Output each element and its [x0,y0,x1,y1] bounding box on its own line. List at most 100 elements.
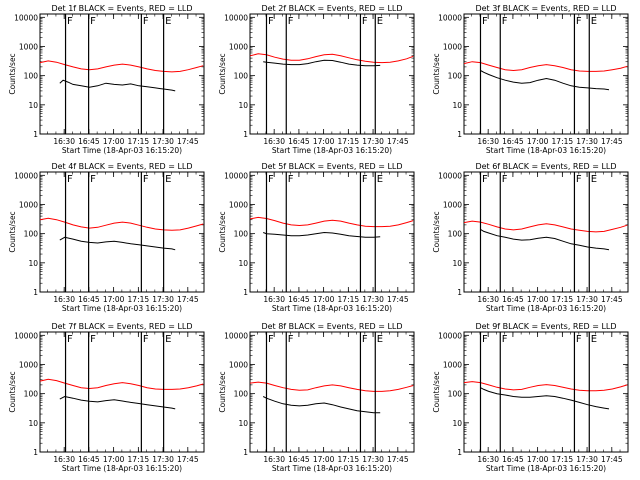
x-axis-label: Start Time (18-Apr-03 16:15:20) [62,146,182,155]
x-tick-label: 16:30 [477,295,499,304]
x-tick-label: 16:45 [288,295,310,304]
y-tick-label: 1 [457,448,462,457]
y-tick-label: 10000 [438,13,462,22]
panel-title: Det 8f BLACK = Events, RED = LLD [261,322,402,331]
x-tick-label: 17:00 [527,295,549,304]
plot-frame [463,331,629,453]
panel-det-6: Det 6f BLACK = Events, RED = LLD 1 10 100 10… [432,162,629,313]
flag-marker-label: F [576,174,582,185]
y-tick-label: 10000 [438,171,462,180]
flag-marker-label: F [288,174,294,185]
x-tick-label: 17:00 [103,137,125,146]
y-tick-label: 10 [28,419,38,428]
flag-marker-label: F [90,174,96,185]
x-axis-label: Start Time (18-Apr-03 16:15:20) [62,304,182,313]
flag-marker-label: F [482,16,488,27]
flag-marker-label: F [67,16,73,27]
y-tick-label: 10 [238,419,248,428]
series-line-lld [39,60,204,73]
y-tick-label: 10000 [224,171,248,180]
x-tick-label: 17:15 [128,295,150,304]
x-tick-label: 17:15 [338,455,360,464]
y-tick-label: 100 [448,390,463,399]
y-tick-label: 10000 [438,331,462,340]
x-tick-label: 17:15 [338,295,360,304]
panel-det-4: Det 4f BLACK = Events, RED = LLD 1 10 100 10… [8,162,205,313]
panel-det-8: Det 8f BLACK = Events, RED = LLD 1 10 100 10… [218,322,415,473]
y-tick-label: 100 [448,230,463,239]
flag-marker-label: F [268,16,274,27]
y-tick-label: 10 [28,101,38,110]
x-tick-label: 17:45 [387,137,409,146]
x-tick-label: 17:45 [177,295,199,304]
panel-title: Det 7f BLACK = Events, RED = LLD [51,322,192,331]
x-tick-label: 17:00 [103,295,125,304]
x-axis-label: Start Time (18-Apr-03 16:15:20) [486,304,606,313]
flag-marker-label: F [482,174,488,185]
panel-title: Det 4f BLACK = Events, RED = LLD [51,162,192,171]
flag-marker-label: F [67,334,73,345]
y-tick-label: 1000 [229,200,248,209]
x-axis-label: Start Time (18-Apr-03 16:15:20) [272,146,392,155]
x-tick-label: 16:45 [502,295,524,304]
y-tick-label: 1000 [19,360,38,369]
panel-title: Det 5f BLACK = Events, RED = LLD [261,162,402,171]
x-tick-label: 17:45 [387,295,409,304]
panel-title: Det 6f BLACK = Events, RED = LLD [475,162,616,171]
x-tick-label: 17:30 [362,137,384,146]
x-axis-label: Start Time (18-Apr-03 16:15:20) [486,146,606,155]
panel-det-9: Det 9f BLACK = Events, RED = LLD 1 10 100 10… [432,322,629,473]
y-axis-label: Counts/sec [218,211,227,252]
x-axis-label: Start Time (18-Apr-03 16:15:20) [486,464,606,473]
flag-marker-label: F [143,174,149,185]
x-tick-label: 17:15 [338,137,360,146]
series-line-events [59,395,176,410]
series-line-lld [463,381,628,392]
y-tick-label: 100 [234,390,249,399]
y-tick-label: 1000 [229,360,248,369]
y-tick-label: 10000 [14,13,38,22]
x-tick-label: 17:15 [128,137,150,146]
series-line-lld [463,220,628,233]
y-tick-label: 1 [243,130,248,139]
flag-marker-label: E [377,334,383,345]
y-axis-label: Counts/sec [432,211,441,252]
x-tick-label: 17:30 [152,295,174,304]
series-line-lld [463,61,628,72]
x-tick-label: 17:45 [387,455,409,464]
x-tick-label: 16:45 [78,137,100,146]
y-tick-label: 1000 [19,200,38,209]
plot-frame [249,13,415,135]
flag-marker-label: F [143,16,149,27]
plot-frame [39,171,205,293]
x-tick-label: 16:30 [53,295,75,304]
flag-marker-label: F [576,16,582,27]
flag-marker-label: F [362,174,368,185]
x-axis-label: Start Time (18-Apr-03 16:15:20) [62,464,182,473]
flag-marker-label: E [591,174,597,185]
flag-marker-label: F [288,16,294,27]
panel-det-1: Det 1f BLACK = Events, RED = LLD 1 10 100 10… [8,4,205,155]
y-tick-label: 1000 [19,42,38,51]
x-tick-label: 17:00 [527,137,549,146]
x-tick-label: 17:15 [552,137,574,146]
plot-frame [39,331,205,453]
x-tick-label: 17:45 [601,455,623,464]
y-tick-label: 1 [33,288,38,297]
y-tick-label: 1000 [443,200,462,209]
x-tick-label: 16:45 [502,137,524,146]
x-tick-label: 17:30 [152,137,174,146]
x-axis-label: Start Time (18-Apr-03 16:15:20) [272,464,392,473]
flag-marker-label: F [143,334,149,345]
series-line-events [263,59,381,67]
flag-marker-label: F [67,174,73,185]
x-tick-label: 16:30 [263,295,285,304]
x-tick-label: 17:00 [313,137,335,146]
y-tick-label: 10000 [224,13,248,22]
panel-det-3: Det 3f BLACK = Events, RED = LLD 1 10 100 10… [432,4,629,155]
y-tick-label: 100 [234,72,249,81]
y-axis-label: Counts/sec [432,53,441,94]
y-tick-label: 1 [457,130,462,139]
x-tick-label: 17:45 [177,455,199,464]
y-axis-label: Counts/sec [218,53,227,94]
